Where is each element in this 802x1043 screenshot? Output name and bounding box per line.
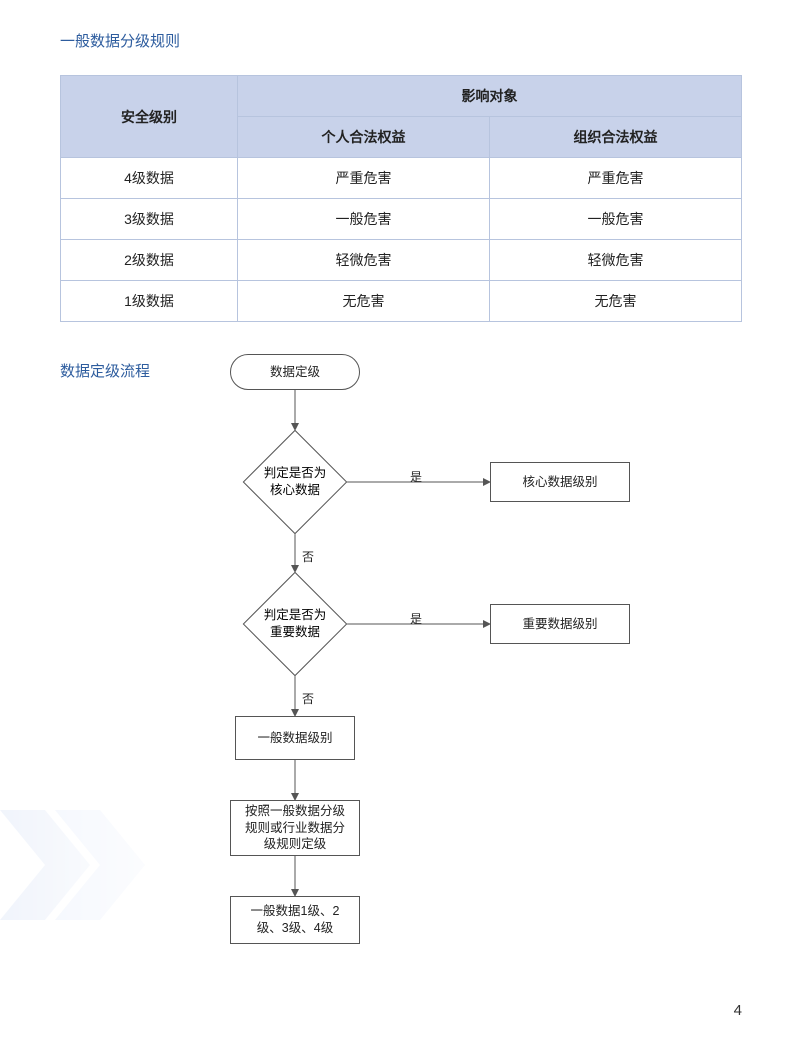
edge-label-yes: 是 <box>410 610 422 627</box>
th-org: 组织合法权益 <box>490 117 742 158</box>
cell: 2级数据 <box>61 240 238 281</box>
classification-table: 安全级别 影响对象 个人合法权益 组织合法权益 4级数据 严重危害 严重危害 3… <box>60 75 742 322</box>
section-heading: 一般数据分级规则 <box>60 30 742 51</box>
flow-general-level: 一般数据级别 <box>235 716 355 760</box>
cell: 严重危害 <box>238 158 490 199</box>
page-number: 4 <box>734 1002 742 1019</box>
table-row: 1级数据 无危害 无危害 <box>61 281 742 322</box>
flowchart: 数据定级 判定是否为核心数据 核心数据级别 判定是否为重要数据 重要数据级别 一… <box>60 354 742 984</box>
flow-node-label: 一般数据1级、2级、3级、4级 <box>251 903 340 937</box>
table-row: 2级数据 轻微危害 轻微危害 <box>61 240 742 281</box>
edge-label-yes: 是 <box>410 468 422 485</box>
cell: 严重危害 <box>490 158 742 199</box>
th-impact: 影响对象 <box>238 76 742 117</box>
cell: 无危害 <box>490 281 742 322</box>
flow-node-label: 数据定级 <box>270 364 320 381</box>
flow-result-core: 核心数据级别 <box>490 462 630 502</box>
flow-final-levels: 一般数据1级、2级、3级、4级 <box>230 896 360 944</box>
flow-node-label: 判定是否为核心数据 <box>264 465 327 499</box>
table-body: 4级数据 严重危害 严重危害 3级数据 一般危害 一般危害 2级数据 轻微危害 … <box>61 158 742 322</box>
th-level: 安全级别 <box>61 76 238 158</box>
flow-node-label: 按照一般数据分级规则或行业数据分级规则定级 <box>245 803 345 854</box>
cell: 3级数据 <box>61 199 238 240</box>
table-row: 4级数据 严重危害 严重危害 <box>61 158 742 199</box>
cell: 一般危害 <box>238 199 490 240</box>
flow-node-label: 重要数据级别 <box>522 616 597 633</box>
flow-start: 数据定级 <box>230 354 360 390</box>
flow-node-label: 核心数据级别 <box>522 474 597 491</box>
cell: 轻微危害 <box>490 240 742 281</box>
flow-node-label: 判定是否为重要数据 <box>264 607 327 641</box>
cell: 轻微危害 <box>238 240 490 281</box>
flow-result-important: 重要数据级别 <box>490 604 630 644</box>
flow-edges <box>60 354 742 984</box>
table-row: 3级数据 一般危害 一般危害 <box>61 199 742 240</box>
flow-classify-rule: 按照一般数据分级规则或行业数据分级规则定级 <box>230 800 360 856</box>
cell: 一般危害 <box>490 199 742 240</box>
cell: 无危害 <box>238 281 490 322</box>
edge-label-no: 否 <box>302 548 314 565</box>
edge-label-no: 否 <box>302 690 314 707</box>
flow-decision-core: 判定是否为核心数据 <box>243 430 347 534</box>
cell: 1级数据 <box>61 281 238 322</box>
flow-decision-important: 判定是否为重要数据 <box>243 572 347 676</box>
cell: 4级数据 <box>61 158 238 199</box>
flow-node-label: 一般数据级别 <box>257 730 332 747</box>
th-personal: 个人合法权益 <box>238 117 490 158</box>
